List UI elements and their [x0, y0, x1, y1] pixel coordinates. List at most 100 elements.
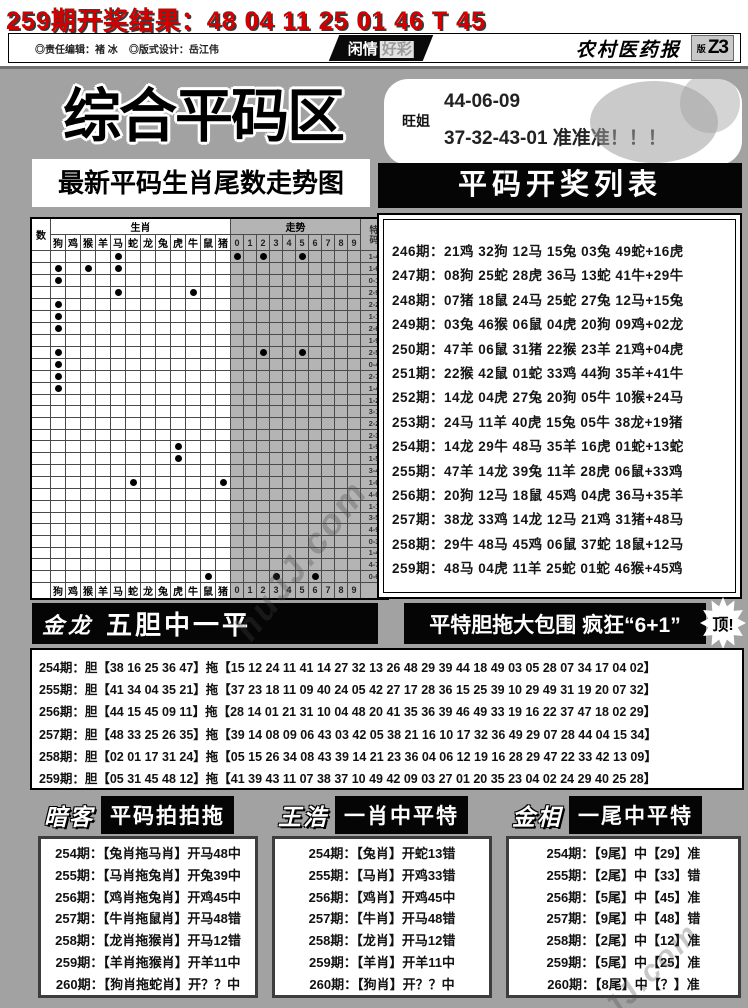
tail-cell: [269, 476, 283, 490]
zodiac-cell: [110, 405, 126, 419]
zodiac-cell: [140, 262, 156, 275]
zodiac-cell: [140, 250, 156, 263]
tail-cell: [282, 357, 296, 371]
zodiac-cell: [80, 286, 96, 299]
tail-cell: [243, 523, 257, 536]
tail-cell: [308, 523, 322, 536]
zodiac-cell: [140, 558, 156, 571]
zodiac-cell: [80, 488, 96, 501]
zodiac-cell: [80, 440, 96, 454]
tail-col-footer: 2: [256, 581, 270, 600]
zodiac-cell: [50, 511, 66, 525]
period-cell: [30, 558, 51, 571]
tail-cell: [308, 546, 322, 560]
tail-cell: [295, 310, 309, 323]
dot-marker: [54, 265, 62, 272]
zodiac-cell: [215, 369, 231, 383]
dot-marker: [174, 455, 182, 463]
zodiac-cell: [140, 440, 156, 454]
zodiac-cell: [215, 511, 231, 525]
tail-cell: [347, 250, 361, 263]
zodiac-cell: [215, 357, 231, 371]
tail-cell: [295, 250, 309, 263]
period-cell: [30, 310, 51, 323]
zodiac-cell: [125, 464, 141, 478]
zodiac-cell: [140, 274, 156, 287]
trend-row: 2-9: [30, 286, 389, 299]
tail-cell: [334, 334, 348, 347]
zodiac-cell: [170, 262, 186, 275]
panel-header-3: 金相 一尾中平特: [512, 795, 702, 835]
zodiac-cell: [50, 440, 66, 454]
zodiac-cell: [80, 369, 96, 383]
zodiac-cell: [50, 464, 66, 478]
zodiac-cell: [110, 334, 126, 347]
dot-marker: [174, 443, 182, 451]
zodiac-cell: [125, 428, 141, 442]
result-line: 247期：08狗 25蛇 28虎 36马 13蛇 41牛+29牛: [392, 268, 684, 284]
dantuo-line: 255期：胆【41 34 04 35 21】拖【37 23 18 11 09 4…: [39, 683, 657, 698]
zodiac-cell: [50, 476, 66, 490]
tail-cell: [334, 428, 348, 442]
zodiac-cell: [125, 322, 141, 335]
period-cell: [30, 569, 51, 583]
starburst-text: 顶!: [712, 617, 734, 634]
tail-col-header: 7: [321, 234, 335, 251]
tail-cell: [295, 393, 309, 407]
tail-cell: [295, 440, 309, 454]
dot-marker: [54, 360, 62, 368]
tail-cell: [230, 262, 244, 275]
zodiac-col-footer: 蛇: [125, 581, 141, 600]
zodiac-cell: [140, 534, 156, 548]
tail-cell: [321, 534, 335, 548]
tail-cell: [321, 345, 335, 359]
zodiac-cell: [170, 488, 186, 501]
zodiac-cell: [185, 440, 201, 454]
tail-cell: [282, 499, 296, 513]
tail-cell: [269, 488, 283, 501]
tail-cell: [269, 357, 283, 371]
panel-line: 255期：【马肖拖兔肖】开兔39中: [55, 867, 241, 883]
results-panel: 246期：21鸡 32狗 12马 15兔 03兔 49蛇+16虎 247期：08狗…: [377, 213, 742, 599]
spacer: [121, 45, 127, 56]
zodiac-cell: [155, 417, 171, 430]
zodiac-cell: [65, 310, 81, 323]
zodiac-cell: [185, 250, 201, 263]
tail-cell: [282, 534, 296, 548]
zodiac-cell: [215, 534, 231, 548]
tail-cell: [230, 558, 244, 571]
zodiac-cell: [155, 452, 171, 466]
tail-col-header: 0: [230, 234, 244, 251]
tail-cell: [308, 334, 322, 347]
tail-cell: [308, 511, 322, 525]
zodiac-cell: [200, 440, 216, 454]
zodiac-cell: [50, 546, 66, 560]
tail-cell: [256, 357, 270, 371]
zodiac-col-footer: 龙: [140, 581, 156, 600]
tail-cell: [321, 298, 335, 311]
tail-cell: [230, 464, 244, 478]
tail-cell: [243, 428, 257, 442]
tail-cell: [321, 393, 335, 407]
tail-cell: [269, 322, 283, 335]
trend-table: 数生肖 走势 特码狗鸡猴羊马蛇龙兔虎牛鼠猪 0 1 2 3 4 5 6 7 8 9 1-4 1-6 0-1 2-…: [30, 217, 389, 600]
tail-cell: [321, 322, 335, 335]
zodiac-cell: [50, 499, 66, 513]
panel-line: 259期：【羊肖】开羊11中: [309, 954, 455, 970]
trend-row: 0-3: [30, 534, 389, 548]
zodiac-col-header: 兔: [155, 234, 171, 251]
zodiac-col-header: 鸡: [65, 234, 81, 251]
period-cell: [30, 381, 51, 395]
zodiac-cell: [155, 523, 171, 536]
trend-row: 2-2: [30, 298, 389, 311]
tail-cell: [269, 274, 283, 287]
zodiac-cell: [110, 511, 126, 525]
zodiac-cell: [170, 298, 186, 311]
dantuo-line: 256期：胆【44 15 45 09 11】拖【28 14 01 21 31 1…: [39, 705, 657, 720]
tail-cell: [308, 464, 322, 478]
tail-cell: [295, 534, 309, 548]
zodiac-cell: [155, 381, 171, 395]
tail-cell: [282, 464, 296, 478]
zodiac-cell: [110, 464, 126, 478]
zodiac-cell: [140, 322, 156, 335]
